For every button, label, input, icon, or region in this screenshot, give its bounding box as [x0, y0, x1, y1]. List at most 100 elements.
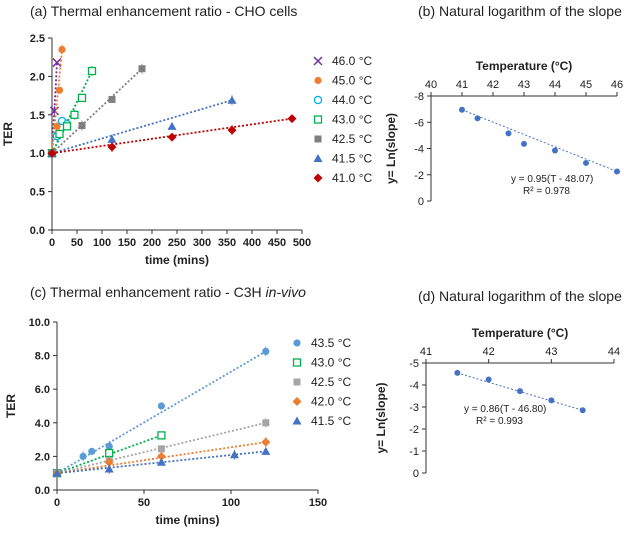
y-axis-label: y= Ln(slope) [384, 113, 398, 184]
y-tick-label: 8.0 [35, 351, 50, 363]
data-point [157, 402, 165, 410]
legend-marker [314, 76, 322, 85]
series-42.0 [52, 437, 271, 478]
legend-label: 43.0 °C [311, 356, 351, 370]
x-tick-label: 100 [93, 237, 111, 249]
data-point [108, 95, 116, 103]
data-point [47, 148, 57, 158]
chart-b: 40 41 42 43 44 45 46 Temperature (°C) 0 -2 -4 -6 -8 y… [384, 59, 623, 208]
legend-marker [313, 173, 323, 183]
x-tick-label: 41 [420, 346, 432, 358]
y-tick-label: 6.0 [35, 384, 50, 396]
data-point [78, 122, 86, 130]
data-point [70, 110, 79, 119]
y-tick-label: 0.0 [30, 225, 45, 237]
y-axis-label: TER [4, 394, 18, 418]
data-point [459, 106, 465, 113]
x-tick-label: 44 [549, 79, 561, 91]
data-point [104, 457, 114, 467]
data-point [229, 450, 239, 459]
series-41.5 [52, 446, 271, 477]
chart-c: 0.0 2.0 4.0 6.0 8.0 10.0 0 50 100 150 time (mins) T… [4, 317, 351, 527]
data-point [485, 376, 492, 383]
x-tick-label: 40 [425, 79, 437, 91]
legend-marker [313, 115, 323, 124]
data-point [521, 140, 527, 147]
legend-label: 42.5 °C [332, 132, 372, 146]
r-squared-label: R² = 0.993 [476, 416, 523, 427]
x-tick-label: 350 [218, 237, 236, 249]
legend-label: 41.5 °C [311, 414, 351, 428]
data-point [55, 86, 64, 94]
trendline [56, 434, 162, 475]
y-axis-label: TER [1, 122, 15, 146]
legend-label: 41.0 °C [332, 171, 372, 185]
legend-label: 46.0 °C [332, 54, 372, 68]
x-tick-label: 100 [222, 497, 240, 509]
data-point [79, 452, 87, 460]
data-point [505, 130, 512, 137]
data-point [58, 45, 66, 54]
data-point [287, 114, 297, 124]
x-axis-label: time (mins) [155, 513, 219, 527]
data-point [107, 142, 117, 152]
x-tick-label: 50 [71, 237, 83, 249]
data-point [261, 437, 271, 447]
legend-marker [314, 135, 322, 143]
legend-label: 43.5 °C [311, 336, 351, 350]
x-tick-label: 45 [580, 79, 592, 91]
chart-c-title: (c) Thermal enhancement ratio - C3H in-v… [30, 284, 306, 300]
y-tick-label: 1.0 [30, 148, 45, 160]
x-tick-label: 250 [168, 237, 186, 249]
y-tick-label: -1 [409, 446, 419, 458]
legend-marker [313, 56, 323, 66]
x-tick-label: 150 [309, 497, 327, 509]
legend-marker [313, 95, 323, 105]
data-point [156, 451, 166, 461]
chart-b-title: (b) Natural logarithm of the slope [418, 3, 622, 19]
y-tick-label: 10.0 [29, 317, 50, 329]
x-tick-label: 500 [293, 237, 311, 249]
x-tick-label: 0 [49, 237, 55, 249]
y-tick-label: 0.0 [35, 485, 50, 497]
x-tick-label: 41 [456, 79, 468, 91]
data-point [262, 347, 270, 355]
x-tick-label: 43 [518, 79, 530, 91]
data-point [157, 431, 166, 440]
data-point [474, 115, 481, 122]
chart-d-title: (d) Natural logarithm of the slope [418, 288, 622, 304]
data-point [227, 125, 237, 135]
data-point [55, 129, 64, 139]
chart-d: 41 42 43 44 Temperature (°C) 0 -1 -2 -3 -4 -5 y= Ln… [374, 326, 620, 480]
x-axis-label: Temperature (°C) [476, 59, 573, 73]
data-point [77, 93, 87, 103]
legend-marker [292, 358, 302, 367]
data-point [105, 442, 113, 450]
series-41.5 [47, 95, 237, 157]
data-point [52, 468, 62, 477]
data-point [167, 132, 177, 142]
data-point [107, 134, 117, 143]
legend-marker [293, 339, 301, 347]
data-point [579, 407, 586, 414]
legend-label: 42.5 °C [311, 375, 351, 389]
equation-label: y = 0.95(T - 48.07) [511, 174, 593, 185]
legend-marker [293, 378, 301, 386]
trendline [51, 68, 143, 154]
y-tick-label: -2 [409, 424, 419, 436]
data-point [262, 419, 270, 427]
legend-marker [292, 416, 302, 425]
y-tick-label: 2.0 [35, 451, 50, 463]
legend-label: 42.0 °C [311, 395, 351, 409]
y-tick-label: 0 [413, 468, 419, 480]
x-tick-label: 300 [193, 237, 211, 249]
data-point [138, 65, 146, 73]
x-tick-label: 42 [483, 346, 495, 358]
y-tick-label: -4 [414, 144, 424, 156]
chart-a: 0.0 0.5 1.0 1.5 2.0 2.5 0 50 100 150 200 250 300 350 4… [1, 33, 372, 267]
y-tick-label: 0.5 [30, 187, 45, 199]
x-tick-label: 150 [118, 237, 136, 249]
data-point [157, 445, 165, 453]
y-tick-label: 4.0 [35, 418, 50, 430]
